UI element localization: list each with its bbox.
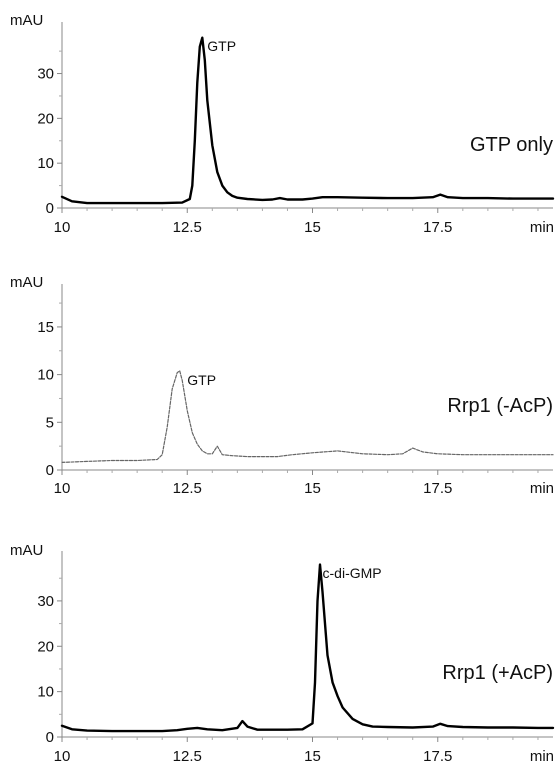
chromatogram-trace-1 bbox=[60, 36, 555, 205]
sample-label: Rrp1 (-AcP) bbox=[447, 395, 553, 417]
x-axis-unit-label: min bbox=[530, 480, 554, 497]
chromatogram-trace-2 bbox=[61, 370, 554, 463]
x-axis-unit-label: min bbox=[530, 219, 554, 236]
peak-annotation: GTP bbox=[207, 38, 236, 54]
y-axis-unit-label: mAU bbox=[10, 274, 43, 291]
x-tick-label: 17.5 bbox=[423, 748, 452, 765]
x-tick-label: 12.5 bbox=[173, 219, 202, 236]
y-tick-label: 10 bbox=[37, 155, 54, 172]
y-axis-unit-label: mAU bbox=[10, 542, 43, 559]
y-tick-label: 10 bbox=[37, 684, 54, 701]
x-tick-label: 15 bbox=[304, 219, 321, 236]
y-tick-label: 5 bbox=[46, 414, 54, 431]
y-tick-label: 20 bbox=[37, 638, 54, 655]
y-tick-label: 0 bbox=[46, 729, 54, 746]
x-tick-label: 10 bbox=[54, 219, 71, 236]
y-tick-label: 20 bbox=[37, 110, 54, 127]
y-axis-unit-label: mAU bbox=[10, 12, 43, 29]
y-tick-label: 0 bbox=[46, 462, 54, 479]
x-tick-label: 10 bbox=[54, 480, 71, 497]
x-tick-label: 15 bbox=[304, 748, 321, 765]
x-tick-label: 17.5 bbox=[423, 480, 452, 497]
peak-annotation: GTP bbox=[187, 372, 216, 388]
y-tick-label: 30 bbox=[37, 66, 54, 83]
x-tick-label: 10 bbox=[54, 748, 71, 765]
x-axis-unit-label: min bbox=[530, 748, 554, 765]
y-tick-label: 10 bbox=[37, 367, 54, 384]
y-tick-label: 0 bbox=[46, 200, 54, 217]
sample-label: Rrp1 (+AcP) bbox=[442, 662, 553, 684]
y-tick-label: 15 bbox=[37, 319, 54, 336]
peak-annotation: c-di-GMP bbox=[323, 565, 382, 581]
sample-label: GTP only bbox=[470, 134, 553, 156]
x-tick-label: 12.5 bbox=[173, 480, 202, 497]
chromatogram-trace-3 bbox=[60, 563, 555, 733]
x-tick-label: 12.5 bbox=[173, 748, 202, 765]
x-tick-label: 17.5 bbox=[423, 219, 452, 236]
y-tick-label: 30 bbox=[37, 593, 54, 610]
x-tick-label: 15 bbox=[304, 480, 321, 497]
